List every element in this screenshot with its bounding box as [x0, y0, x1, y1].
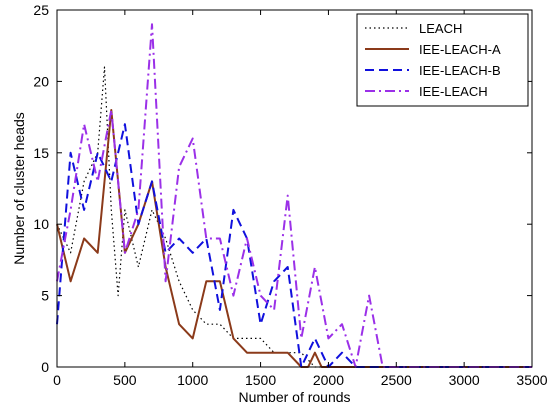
x-tick-label: 1500 — [245, 372, 276, 388]
x-tick-label: 2000 — [313, 372, 344, 388]
x-tick-label: 2500 — [381, 372, 412, 388]
legend: LEACH IEE-LEACH-A IEE-LEACH-B IEE-LEACH — [357, 14, 528, 106]
y-tick-label: 20 — [33, 73, 49, 89]
x-tick-label: 3000 — [449, 372, 480, 388]
legend-label: IEE-LEACH-B — [419, 63, 501, 78]
x-tick-label: 3500 — [516, 372, 547, 388]
series-line-2 — [57, 110, 532, 367]
y-tick-label: 10 — [33, 216, 49, 232]
y-axis-title: Number of cluster heads — [11, 112, 27, 265]
legend-label: LEACH — [419, 21, 462, 36]
legend-label: IEE-LEACH — [419, 84, 488, 99]
y-tick-label: 15 — [33, 145, 49, 161]
x-tick-label: 500 — [113, 372, 137, 388]
y-tick-label: 5 — [41, 288, 49, 304]
x-tick-label: 0 — [53, 372, 61, 388]
legend-label: IEE-LEACH-A — [419, 42, 501, 57]
y-tick-label: 0 — [41, 359, 49, 375]
y-tick-label: 25 — [33, 2, 49, 18]
x-tick-label: 1000 — [177, 372, 208, 388]
x-axis-title: Number of rounds — [238, 389, 350, 405]
